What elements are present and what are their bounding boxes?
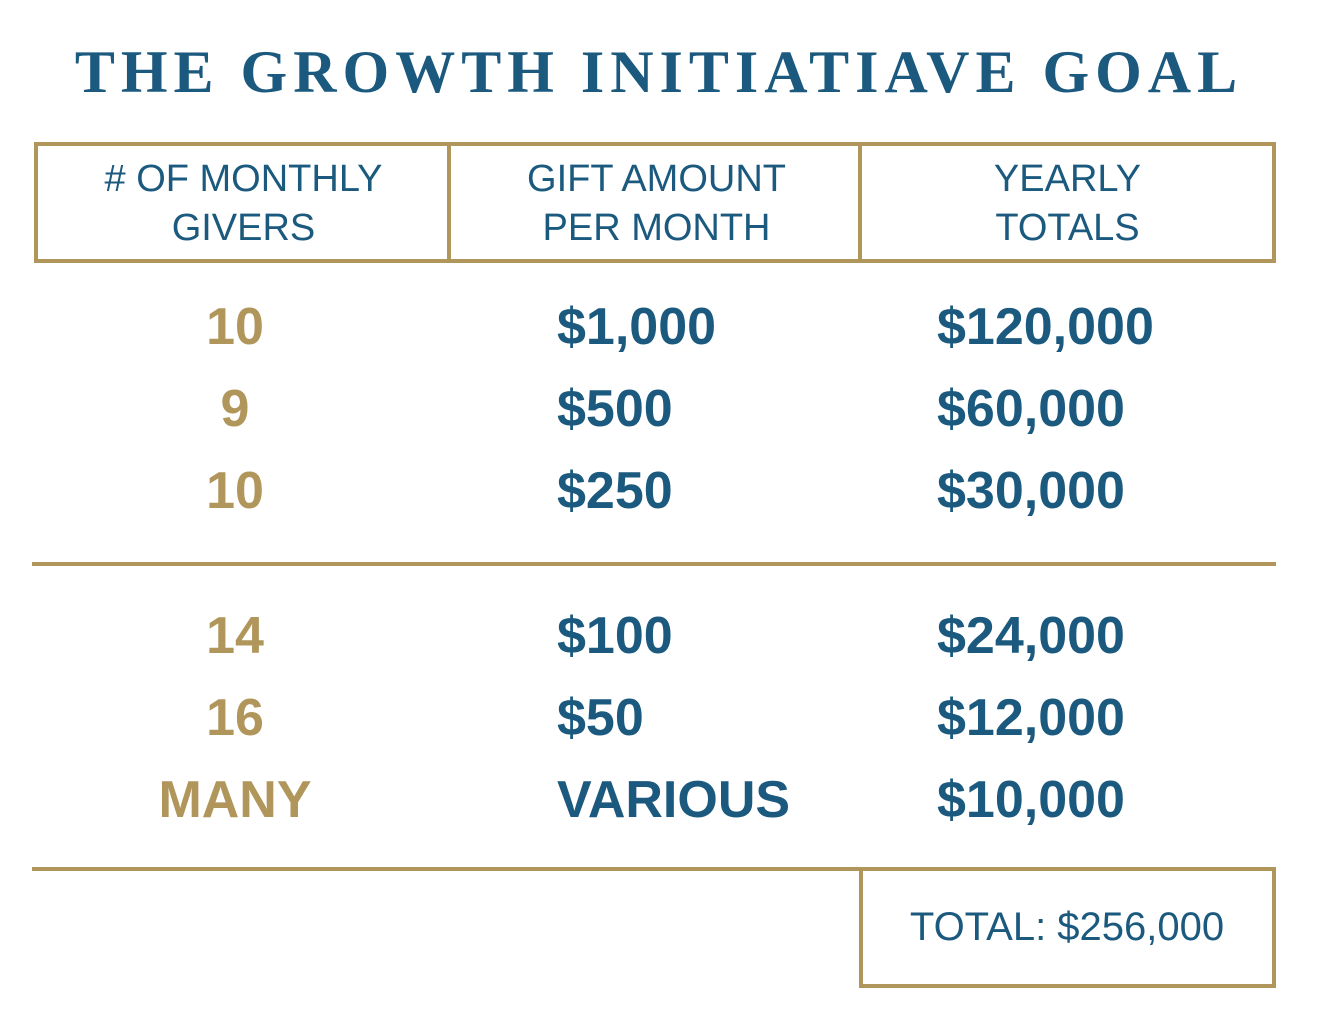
yearly-total: $60,000 [937, 380, 1125, 438]
gift-amount: $250 [557, 462, 673, 520]
header-text: # OF MONTHLY [104, 158, 383, 200]
gift-amount: $1,000 [557, 298, 717, 356]
gift-amount: $50 [557, 689, 644, 747]
givers: 9 [220, 380, 250, 438]
gift-amount: $500 [557, 380, 673, 438]
header-text: GIFT AMOUNT [527, 158, 786, 200]
yearly-total: $12,000 [937, 689, 1125, 747]
yearly-total: $24,000 [937, 607, 1125, 665]
header-text: TOTALS [995, 207, 1140, 249]
givers: 14 [206, 607, 264, 665]
header-box [34, 142, 1276, 263]
divider [858, 142, 862, 263]
separator [32, 562, 1276, 566]
givers: 10 [206, 462, 264, 520]
divider [447, 142, 451, 263]
yearly-total: $120,000 [937, 298, 1154, 356]
givers: 16 [206, 689, 264, 747]
gift-amount: VARIOUS [557, 771, 791, 829]
yearly-total: $30,000 [937, 462, 1125, 520]
gift-amount: $100 [557, 607, 673, 665]
title: THE GROWTH INITIATIAVE GOAL [74, 39, 1244, 105]
yearly-total: $10,000 [937, 771, 1125, 829]
total-box [859, 867, 1276, 988]
header-text: GIVERS [171, 207, 316, 249]
separator [32, 867, 1276, 871]
header-text: YEARLY [993, 158, 1142, 200]
givers: MANY [158, 771, 312, 829]
header-text: PER MONTH [542, 207, 771, 249]
total: TOTAL: $256,000 [909, 905, 1225, 949]
givers: 10 [206, 298, 264, 356]
